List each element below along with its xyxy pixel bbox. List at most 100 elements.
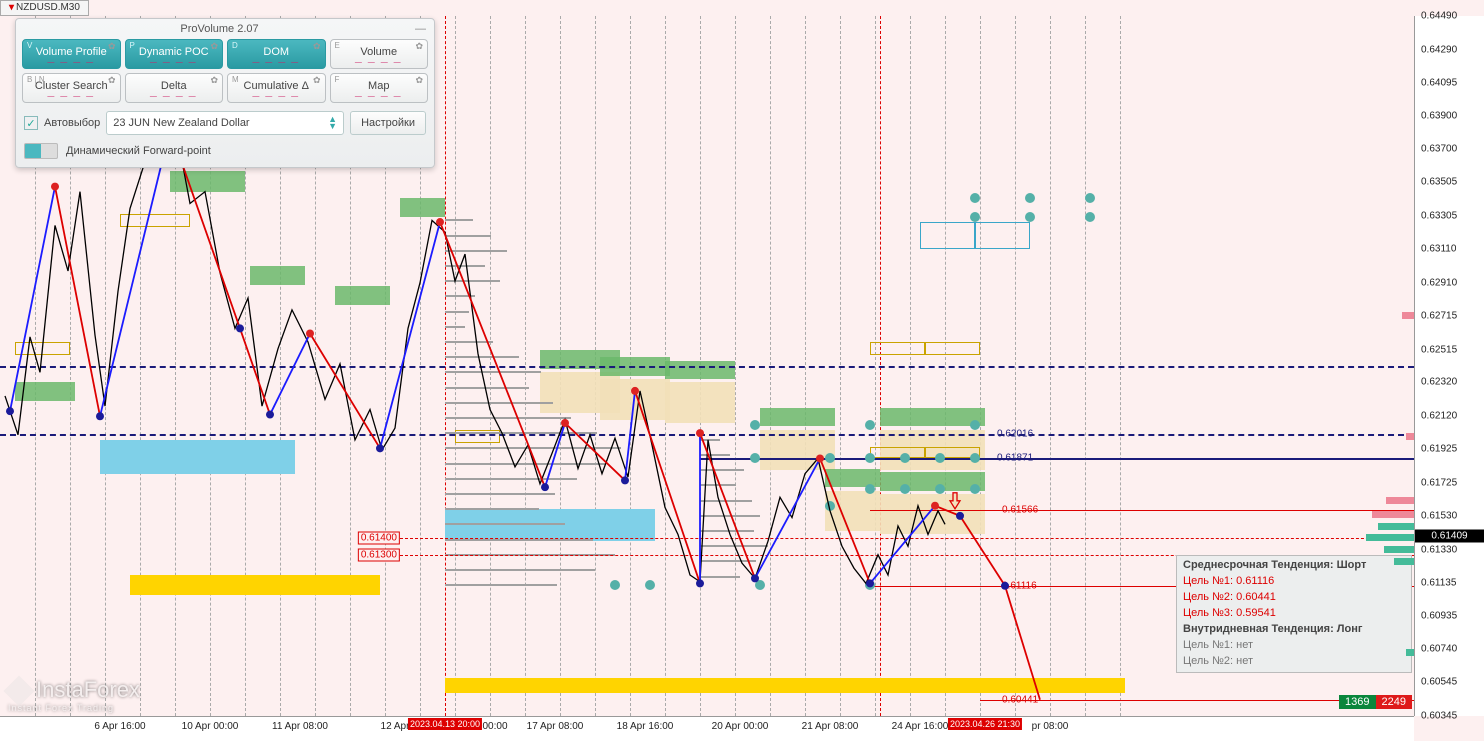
x-tick: 10 Apr 00:00 [182,721,239,732]
zone-cyan-outline [920,222,975,249]
volume-profile-bar [700,576,740,578]
target-line [870,510,1414,511]
cluster-dot [970,453,980,463]
cluster-dot [825,501,835,511]
zone-tan [665,382,735,423]
x-tick: 20 Apr 00:00 [712,721,769,732]
panel-button-cumulative-[interactable]: M✿Cumulative Δ— — — — [227,73,326,103]
panel-button-cluster-search[interactable]: B | N✿Cluster Search— — — — [22,73,121,103]
poc-level-label: 0.61871 [995,453,1035,464]
panel-button-volume[interactable]: E✿Volume— — — — [330,39,429,69]
buy-volume: 1369 [1339,695,1375,709]
minimize-icon[interactable]: — [415,23,426,35]
cluster-dot [970,193,980,203]
volume-profile-bar [445,463,605,465]
cluster-dot [1085,193,1095,203]
volume-profile-bar [445,523,565,525]
sell-volume: 2249 [1376,695,1412,709]
volume-profile-bar [445,417,571,419]
cluster-dot [645,580,655,590]
y-tick: 0.62320 [1421,377,1457,388]
zone-yellow-outline [870,447,925,459]
panel-button-dom[interactable]: D✿DOM— — — — [227,39,326,69]
intra-trend-header: Внутридневная Тенденция: Лонг [1183,622,1405,638]
poc-level-label: 0.62016 [995,428,1035,439]
volume-profile-bar [445,569,595,571]
y-tick: 0.62715 [1421,310,1457,321]
volume-profile-bar [445,341,493,343]
volume-profile-bar [700,560,756,562]
x-tick: 00:00 [482,721,507,732]
cluster-dot [865,484,875,494]
volume-profile-bar [445,280,500,282]
x-tick: pr 08:00 [1032,721,1069,732]
volume-profile-bar [700,500,752,502]
panel-button-map[interactable]: F✿Map— — — — [330,73,429,103]
zone-tan [825,491,880,532]
y-tick: 0.60345 [1421,711,1457,722]
volume-profile-bar [445,508,539,510]
x-tick: 18 Apr 16:00 [617,721,674,732]
y-tick: 0.63505 [1421,177,1457,188]
dom-bar [1386,497,1414,504]
cluster-dot [865,580,875,590]
cluster-dot [935,453,945,463]
y-tick: 0.63110 [1421,244,1456,255]
target-label: 0.61116 [1000,580,1039,591]
y-tick: 0.61330 [1421,544,1457,555]
target-label: 0.61300 [358,548,400,561]
y-tick: 0.63700 [1421,144,1457,155]
panel-button-volume-profile[interactable]: V✿Volume Profile— — — — [22,39,121,69]
zone-yellow-outline [120,214,190,228]
panel-titlebar[interactable]: ProVolume 2.07 — [16,19,434,39]
zone-green [335,286,390,305]
y-tick: 0.60935 [1421,611,1457,622]
volume-profile-bar [445,478,577,480]
instrument-value: 23 JUN New Zealand Dollar [113,117,249,129]
dom-bar [1372,511,1414,518]
volume-profile-bar [445,311,469,313]
zone-tan [600,379,670,420]
mid-target-2: Цель №2: 0.60441 [1183,590,1405,606]
auto-label: Автовыбор [44,117,100,129]
y-axis: 0.644900.642900.640950.639000.637000.635… [1414,16,1484,716]
cluster-dot [970,212,980,222]
volume-profile-bar [445,250,507,252]
target-line [400,538,1414,539]
cluster-dot [865,453,875,463]
x-tick: 24 Apr 16:00 [892,721,949,732]
zone-tan [880,494,985,535]
volume-profile-bar [445,295,475,297]
symbol-tab[interactable]: ▾NZDUSD.M30 [0,0,89,16]
dom-bar [1406,649,1414,656]
x-tick: 6 Apr 16:00 [94,721,145,732]
instrument-select[interactable]: 23 JUN New Zealand Dollar ▲▼ [106,111,344,135]
root: 0.618710.620160.615660.614000.613000.611… [0,0,1484,741]
intra-target-1: Цель №1: нет [1183,638,1405,654]
dom-bar [1406,433,1414,440]
zone-green [250,266,305,285]
zone-yellow [445,678,1125,693]
panel-button-delta[interactable]: ✿Delta— — — — [125,73,224,103]
cluster-dot [970,420,980,430]
intra-target-2: Цель №2: нет [1183,654,1405,670]
volume-profile-bar [445,493,555,495]
settings-button[interactable]: Настройки [350,111,426,135]
brand-logo: InstaForex Instant Forex Trading [8,677,140,713]
cluster-dot [1025,193,1035,203]
forecast-panel: Среднесрочная Тенденция: Шорт Цель №1: 0… [1176,555,1412,673]
forward-point-toggle[interactable] [24,143,58,159]
x-tick: 17 Apr 08:00 [527,721,584,732]
dom-bar [1378,523,1414,530]
volume-profile-bar [700,530,754,532]
x-axis: 6 Apr 16:0010 Apr 00:0011 Apr 08:0012 Ap… [0,716,1414,741]
cluster-dot [755,580,765,590]
y-tick: 0.64290 [1421,44,1457,55]
dom-bar [1394,558,1414,565]
zone-green [400,198,445,217]
spinner-icon[interactable]: ▲▼ [328,116,337,130]
panel-button-dynamic-poc[interactable]: P✿Dynamic POC— — — — [125,39,224,69]
provolume-panel: ProVolume 2.07 — V✿Volume Profile— — — —… [15,18,435,168]
y-tick: 0.60740 [1421,644,1457,655]
auto-checkbox[interactable]: ✓ [24,116,38,130]
